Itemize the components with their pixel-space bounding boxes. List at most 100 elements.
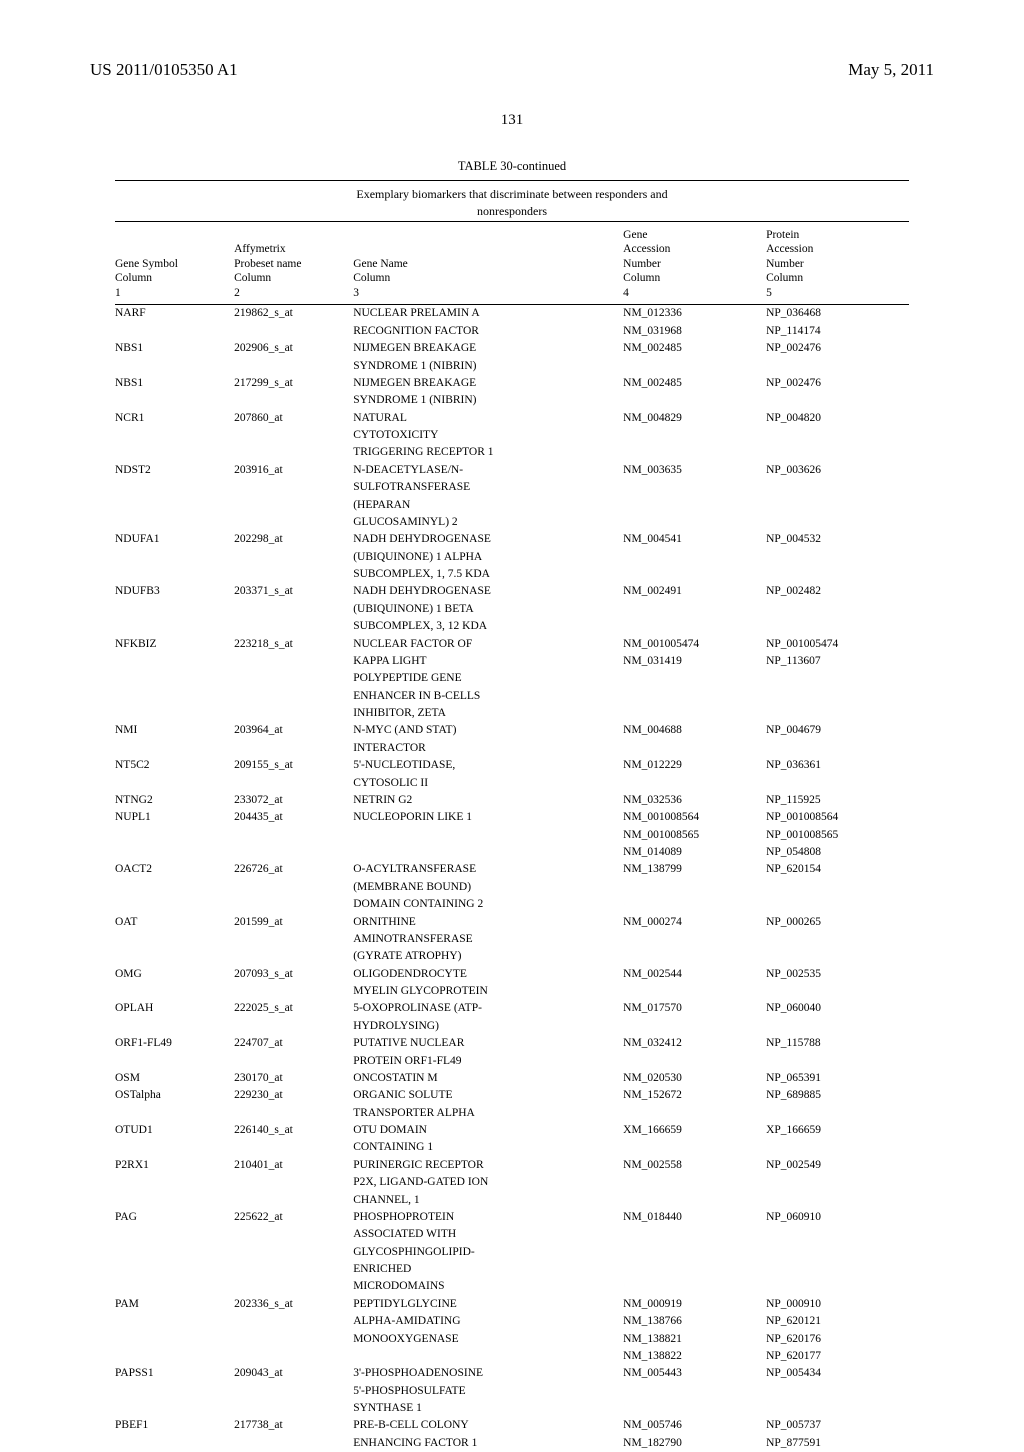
cell-protein-accession: NP_000910 xyxy=(766,1295,909,1312)
cell-gene-symbol xyxy=(115,1191,234,1208)
table-row: SULFOTRANSFERASE xyxy=(115,479,909,496)
cell-probeset: 203916_at xyxy=(234,461,353,478)
table-row: ALPHA-AMIDATINGNM_138766NP_620121 xyxy=(115,1313,909,1330)
table-row: 5'-PHOSPHOSULFATE xyxy=(115,1382,909,1399)
table-row: INTERACTOR xyxy=(115,739,909,756)
table-row: (MEMBRANE BOUND) xyxy=(115,878,909,895)
cell-gene-accession: NM_032536 xyxy=(623,791,766,808)
cell-gene-accession xyxy=(623,896,766,913)
cell-gene-symbol xyxy=(115,1226,234,1243)
cell-protein-accession xyxy=(766,774,909,791)
table-row: CYTOSOLIC II xyxy=(115,774,909,791)
cell-probeset: 222025_s_at xyxy=(234,1000,353,1017)
cell-gene-symbol xyxy=(115,1017,234,1034)
cell-protein-accession: NP_115788 xyxy=(766,1035,909,1052)
table-row: (UBIQUINONE) 1 ALPHA xyxy=(115,548,909,565)
table-row: NBS1202906_s_atNIJMEGEN BREAKAGENM_00248… xyxy=(115,340,909,357)
table-row: PBEF1217738_atPRE-B-CELL COLONYNM_005746… xyxy=(115,1417,909,1434)
cell-gene-symbol xyxy=(115,427,234,444)
cell-protein-accession xyxy=(766,1017,909,1034)
cell-gene-accession xyxy=(623,774,766,791)
cell-gene-accession xyxy=(623,444,766,461)
cell-gene-accession: XM_166659 xyxy=(623,1122,766,1139)
cell-gene-symbol: NDUFA1 xyxy=(115,531,234,548)
cell-probeset: 202906_s_at xyxy=(234,340,353,357)
cell-probeset: 226140_s_at xyxy=(234,1122,353,1139)
table-row: NBS1217299_s_atNIJMEGEN BREAKAGENM_00248… xyxy=(115,374,909,391)
cell-gene-accession: NM_018440 xyxy=(623,1208,766,1225)
cell-gene-accession xyxy=(623,479,766,496)
table-row: ENHANCER IN B-CELLS xyxy=(115,687,909,704)
cell-probeset xyxy=(234,1052,353,1069)
cell-gene-name: POLYPEPTIDE GENE xyxy=(353,670,623,687)
cell-gene-symbol: NDST2 xyxy=(115,461,234,478)
publication-number: US 2011/0105350 A1 xyxy=(90,60,238,80)
cell-probeset: 224707_at xyxy=(234,1035,353,1052)
table-row: MYELIN GLYCOPROTEIN xyxy=(115,983,909,1000)
cell-gene-symbol xyxy=(115,844,234,861)
cell-gene-accession: NM_004829 xyxy=(623,409,766,426)
cell-gene-symbol: OMG xyxy=(115,965,234,982)
cell-probeset xyxy=(234,1139,353,1156)
cell-probeset xyxy=(234,479,353,496)
table-row: NTNG2233072_atNETRIN G2NM_032536NP_11592… xyxy=(115,791,909,808)
cell-probeset xyxy=(234,1191,353,1208)
cell-probeset xyxy=(234,357,353,374)
cell-probeset: 203964_at xyxy=(234,722,353,739)
cell-gene-symbol: PBEF1 xyxy=(115,1417,234,1434)
cell-gene-accession: NM_014089 xyxy=(623,844,766,861)
cell-gene-name: SYNTHASE 1 xyxy=(353,1400,623,1417)
cell-protein-accession: NP_060910 xyxy=(766,1208,909,1225)
cell-gene-symbol xyxy=(115,1330,234,1347)
cell-probeset: 204435_at xyxy=(234,809,353,826)
table-row: OACT2226726_atO-ACYLTRANSFERASENM_138799… xyxy=(115,861,909,878)
cell-gene-accession: NM_032412 xyxy=(623,1035,766,1052)
cell-gene-accession xyxy=(623,566,766,583)
cell-gene-accession xyxy=(623,1052,766,1069)
cell-probeset xyxy=(234,444,353,461)
cell-gene-accession: NM_005746 xyxy=(623,1417,766,1434)
table-row: OAT201599_atORNITHINENM_000274NP_000265 xyxy=(115,913,909,930)
cell-probeset: 217299_s_at xyxy=(234,374,353,391)
cell-protein-accession: NP_002482 xyxy=(766,583,909,600)
cell-probeset xyxy=(234,566,353,583)
cell-probeset: 202298_at xyxy=(234,531,353,548)
cell-protein-accession: NP_620121 xyxy=(766,1313,909,1330)
cell-gene-symbol xyxy=(115,1104,234,1121)
cell-gene-name: TRIGGERING RECEPTOR 1 xyxy=(353,444,623,461)
table-title: TABLE 30-continued xyxy=(115,159,909,174)
cell-gene-symbol xyxy=(115,1278,234,1295)
cell-gene-accession xyxy=(623,705,766,722)
cell-probeset: 210401_at xyxy=(234,1156,353,1173)
cell-probeset: 203371_s_at xyxy=(234,583,353,600)
cell-gene-name: ASSOCIATED WITH xyxy=(353,1226,623,1243)
cell-gene-symbol: NMI xyxy=(115,722,234,739)
table-row: CYTOTOXICITY xyxy=(115,427,909,444)
cell-probeset xyxy=(234,496,353,513)
table-row: SYNTHASE 1 xyxy=(115,1400,909,1417)
cell-gene-name: O-ACYLTRANSFERASE xyxy=(353,861,623,878)
cell-gene-symbol: ORF1-FL49 xyxy=(115,1035,234,1052)
cell-gene-symbol: NDUFB3 xyxy=(115,583,234,600)
cell-gene-accession: NM_001005474 xyxy=(623,635,766,652)
col-header-2: Affymetrix Probeset name Column 2 xyxy=(234,224,353,304)
cell-gene-symbol xyxy=(115,930,234,947)
cell-gene-name: N-MYC (AND STAT) xyxy=(353,722,623,739)
cell-gene-accession xyxy=(623,948,766,965)
table-row: NUPL1204435_atNUCLEOPORIN LIKE 1NM_00100… xyxy=(115,809,909,826)
cell-protein-accession xyxy=(766,1278,909,1295)
cell-gene-accession xyxy=(623,392,766,409)
cell-gene-name: N-DEACETYLASE/N- xyxy=(353,461,623,478)
cell-protein-accession: NP_001005474 xyxy=(766,635,909,652)
table-row: NT5C2209155_s_at5'-NUCLEOTIDASE,NM_01222… xyxy=(115,757,909,774)
cell-protein-accession: NP_060040 xyxy=(766,1000,909,1017)
cell-gene-name: PUTATIVE NUCLEAR xyxy=(353,1035,623,1052)
cell-protein-accession xyxy=(766,896,909,913)
cell-gene-symbol: OSTalpha xyxy=(115,1087,234,1104)
table-row: NDUFB3203371_s_atNADH DEHYDROGENASENM_00… xyxy=(115,583,909,600)
cell-gene-name: INTERACTOR xyxy=(353,739,623,756)
table-row: SUBCOMPLEX, 1, 7.5 KDA xyxy=(115,566,909,583)
cell-gene-name: 3'-PHOSPHOADENOSINE xyxy=(353,1365,623,1382)
cell-gene-name: DOMAIN CONTAINING 2 xyxy=(353,896,623,913)
cell-protein-accession xyxy=(766,1191,909,1208)
